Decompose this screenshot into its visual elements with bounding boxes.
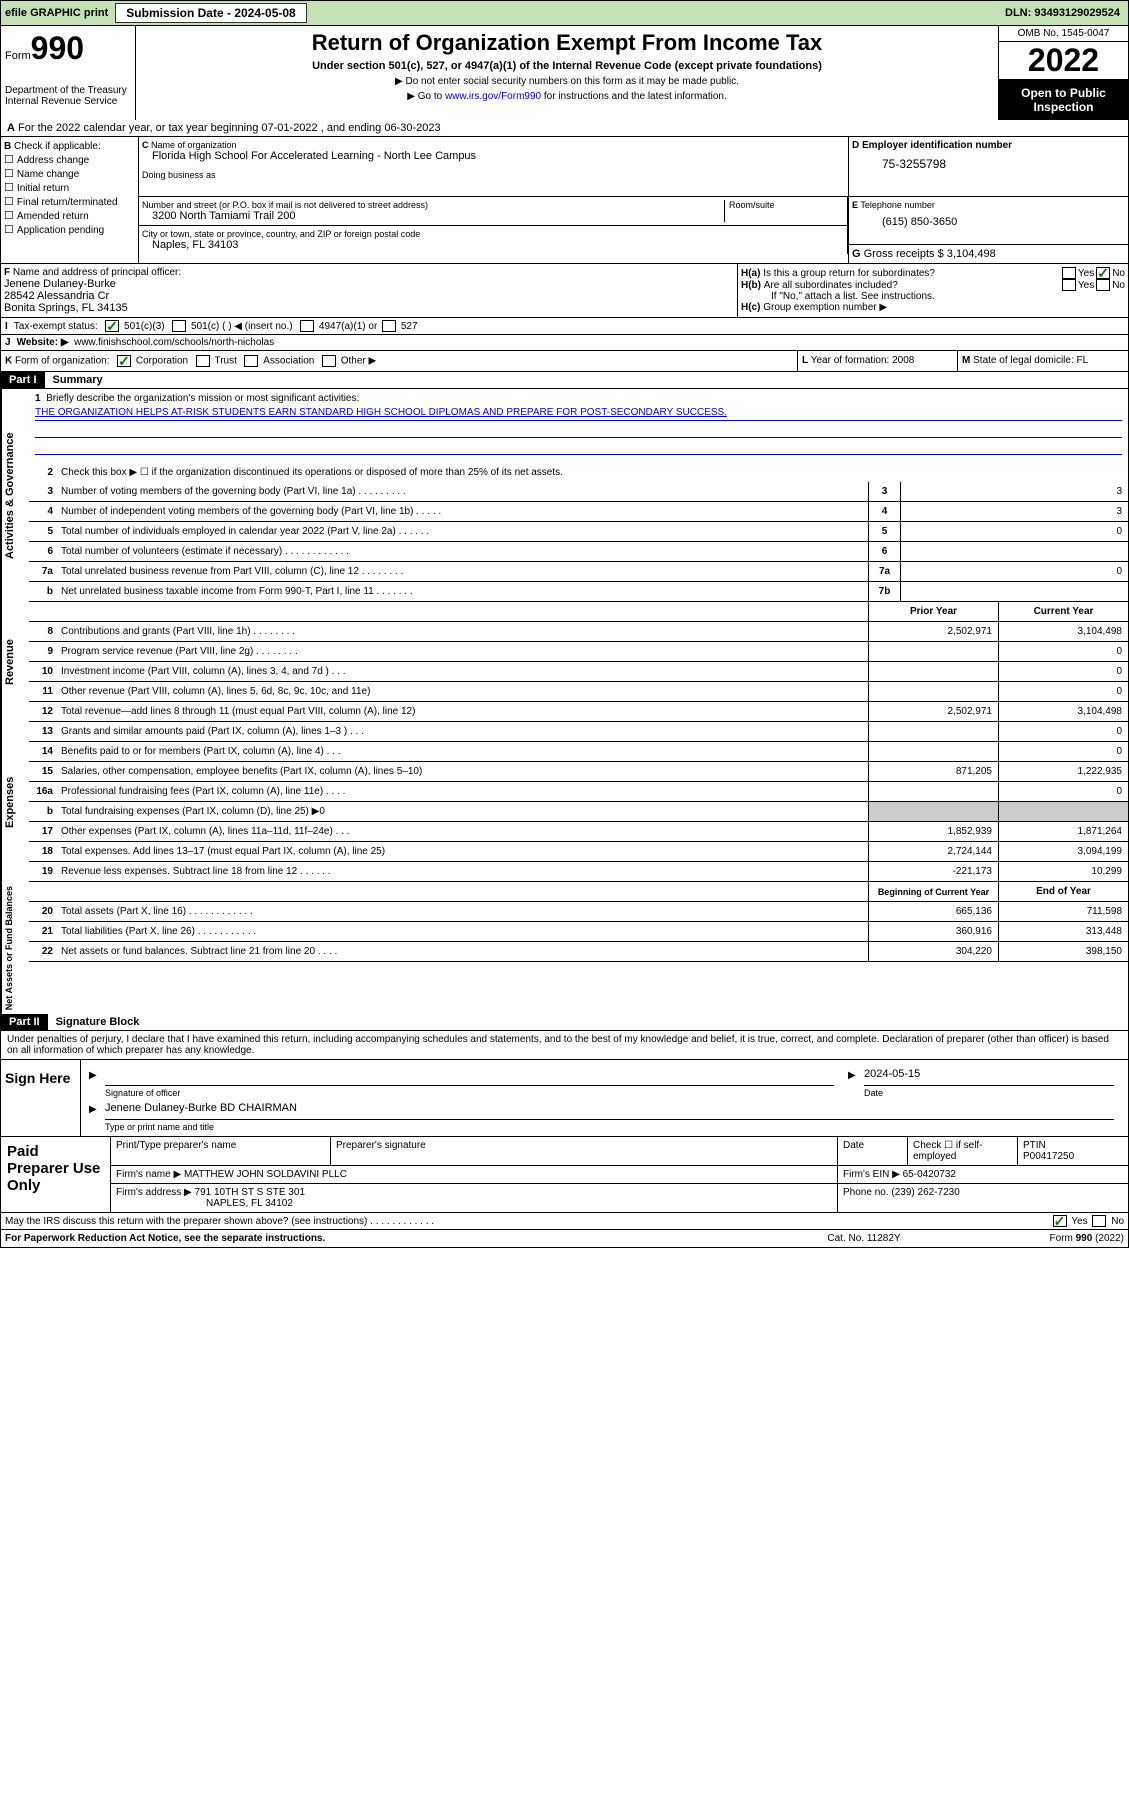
may-irs-discuss: May the IRS discuss this return with the… [0,1213,1129,1230]
firm-addr: 791 10TH ST S STE 301 [195,1187,305,1198]
section-b-through-g: B Check if applicable: Address change Na… [0,137,1129,264]
paid-preparer-label: Paid Preparer Use Only [1,1137,111,1212]
line-a-tax-year: A For the 2022 calendar year, or tax yea… [0,120,1129,137]
ha-yes-check[interactable] [1062,267,1076,279]
efile-label: efile GRAPHIC print [1,7,112,19]
submission-date-button[interactable]: Submission Date - 2024-05-08 [115,3,306,23]
expenses-section: Expenses 13Grants and similar amounts pa… [0,722,1129,882]
ein-value: 75-3255798 [852,151,1125,171]
net-assets-section: Net Assets or Fund Balances Beginning of… [0,882,1129,1014]
summary-row: 5Total number of individuals employed in… [29,522,1128,542]
org-name: Florida High School For Accelerated Lear… [142,150,845,162]
ein-box: D Employer identification number 75-3255… [849,137,1128,197]
firm-ein: 65-0420732 [903,1169,956,1180]
department-label: Department of the Treasury Internal Reve… [5,85,131,107]
check-address-change[interactable]: Address change [4,153,135,166]
summary-row: 20Total assets (Part X, line 16) . . . .… [29,902,1128,922]
summary-row: 10Investment income (Part VIII, column (… [29,662,1128,682]
summary-row: bTotal fundraising expenses (Part IX, co… [29,802,1128,822]
summary-row: 13Grants and similar amounts paid (Part … [29,722,1128,742]
side-label-expenses: Expenses [1,722,29,882]
line-k-l-m: K Form of organization: Corporation Trus… [0,351,1129,372]
summary-row: 17Other expenses (Part IX, column (A), l… [29,822,1128,842]
org-address: 3200 North Tamiami Trail 200 [142,210,724,222]
summary-row: 14Benefits paid to or for members (Part … [29,742,1128,762]
officer-addr1: 28542 Alessandria Cr [4,290,734,302]
summary-row: 8Contributions and grants (Part VIII, li… [29,622,1128,642]
check-name-change[interactable]: Name change [4,167,135,180]
firm-name: MATTHEW JOHN SOLDAVINI PLLC [184,1169,347,1180]
line-j-website: JWebsite: ▶ www.finishschool.com/schools… [0,335,1129,351]
summary-row: 7aTotal unrelated business revenue from … [29,562,1128,582]
sign-date: 2024-05-15 [864,1068,1114,1086]
column-b-checkboxes: B Check if applicable: Address change Na… [1,137,139,263]
501c3-check[interactable] [105,320,119,332]
summary-row: bNet unrelated business taxable income f… [29,582,1128,602]
form-note-2: ▶ Go to www.irs.gov/Form990 for instruct… [140,91,994,102]
org-city: Naples, FL 34103 [142,239,844,251]
mission-text: THE ORGANIZATION HELPS AT-RISK STUDENTS … [35,407,1122,421]
room-suite: Room/suite [724,200,844,222]
telephone-box: E Telephone number (615) 850-3650 [849,197,1128,245]
gross-receipts-box: G Gross receipts $ 3,104,498 [849,245,1128,263]
summary-row: 3Number of voting members of the governi… [29,482,1128,502]
form-title: Return of Organization Exempt From Incom… [140,30,994,56]
may-irs-no-check[interactable] [1092,1215,1106,1227]
summary-row: 19Revenue less expenses. Subtract line 1… [29,862,1128,882]
tax-year: 2022 [999,42,1128,80]
dln-value: DLN: 93493129029524 [1005,7,1128,19]
summary-row: 15Salaries, other compensation, employee… [29,762,1128,782]
form-header: Form990 Department of the Treasury Inter… [0,26,1129,120]
irs-link[interactable]: www.irs.gov/Form990 [445,91,541,102]
form-number: Form990 [5,30,131,67]
part-2-header: Part II Signature Block [0,1014,1129,1031]
website-value: www.finishschool.com/schools/north-nicho… [74,337,274,348]
signature-block: Sign Here Signature of officer 2024-05-1… [0,1060,1129,1213]
telephone-value: (615) 850-3650 [852,210,1125,228]
omb-number: OMB No. 1545-0047 [999,26,1128,42]
line-i-tax-exempt: ITax-exempt status: 501(c)(3) 501(c) ( )… [0,318,1129,335]
summary-row: 16aProfessional fundraising fees (Part I… [29,782,1128,802]
hb-yes-check[interactable] [1062,279,1076,291]
summary-row: 22Net assets or fund balances. Subtract … [29,942,1128,962]
side-label-netassets: Net Assets or Fund Balances [1,882,29,1014]
penalty-statement: Under penalties of perjury, I declare th… [0,1031,1129,1060]
check-initial-return[interactable]: Initial return [4,181,135,194]
summary-row: 11Other revenue (Part VIII, column (A), … [29,682,1128,702]
check-final-return[interactable]: Final return/terminated [4,195,135,208]
section-f-h: F Name and address of principal officer:… [0,264,1129,318]
sign-here-label: Sign Here [1,1060,81,1136]
form-subtitle: Under section 501(c), 527, or 4947(a)(1)… [140,60,994,72]
side-label-governance: Activities & Governance [1,389,29,602]
summary-row: 18Total expenses. Add lines 13–17 (must … [29,842,1128,862]
officer-signature-line[interactable] [105,1068,834,1086]
hb-no-check[interactable] [1096,279,1110,291]
form-note-1: ▶ Do not enter social security numbers o… [140,76,994,87]
summary-row: 21Total liabilities (Part X, line 26) . … [29,922,1128,942]
revenue-section: Revenue Prior Year Current Year 8Contrib… [0,602,1129,722]
open-to-public: Open to Public Inspection [999,80,1128,120]
gross-receipts-value: 3,104,498 [947,248,996,260]
corp-check[interactable] [117,355,131,367]
activities-governance-section: Activities & Governance 1 Briefly descri… [0,389,1129,602]
officer-addr2: Bonita Springs, FL 34135 [4,302,734,314]
summary-row: 4Number of independent voting members of… [29,502,1128,522]
summary-row: 9Program service revenue (Part VIII, lin… [29,642,1128,662]
check-amended-return[interactable]: Amended return [4,209,135,222]
summary-row: 12Total revenue—add lines 8 through 11 (… [29,702,1128,722]
officer-name: Jenene Dulaney-Burke [4,278,734,290]
side-label-revenue: Revenue [1,602,29,722]
ha-no-check[interactable] [1096,267,1110,279]
summary-row: 6Total number of volunteers (estimate if… [29,542,1128,562]
ptin-value: P00417250 [1023,1151,1074,1162]
check-application-pending[interactable]: Application pending [4,223,135,236]
officer-print-name: Jenene Dulaney-Burke BD CHAIRMAN [105,1102,1114,1120]
part-1-header: Part I Summary [0,372,1129,389]
top-bar: efile GRAPHIC print Submission Date - 20… [0,0,1129,26]
may-irs-yes-check[interactable] [1053,1215,1067,1227]
firm-phone: (239) 262-7230 [891,1187,959,1198]
page-footer: For Paperwork Reduction Act Notice, see … [0,1230,1129,1248]
org-name-box: C Name of organization Florida High Scho… [139,137,848,197]
